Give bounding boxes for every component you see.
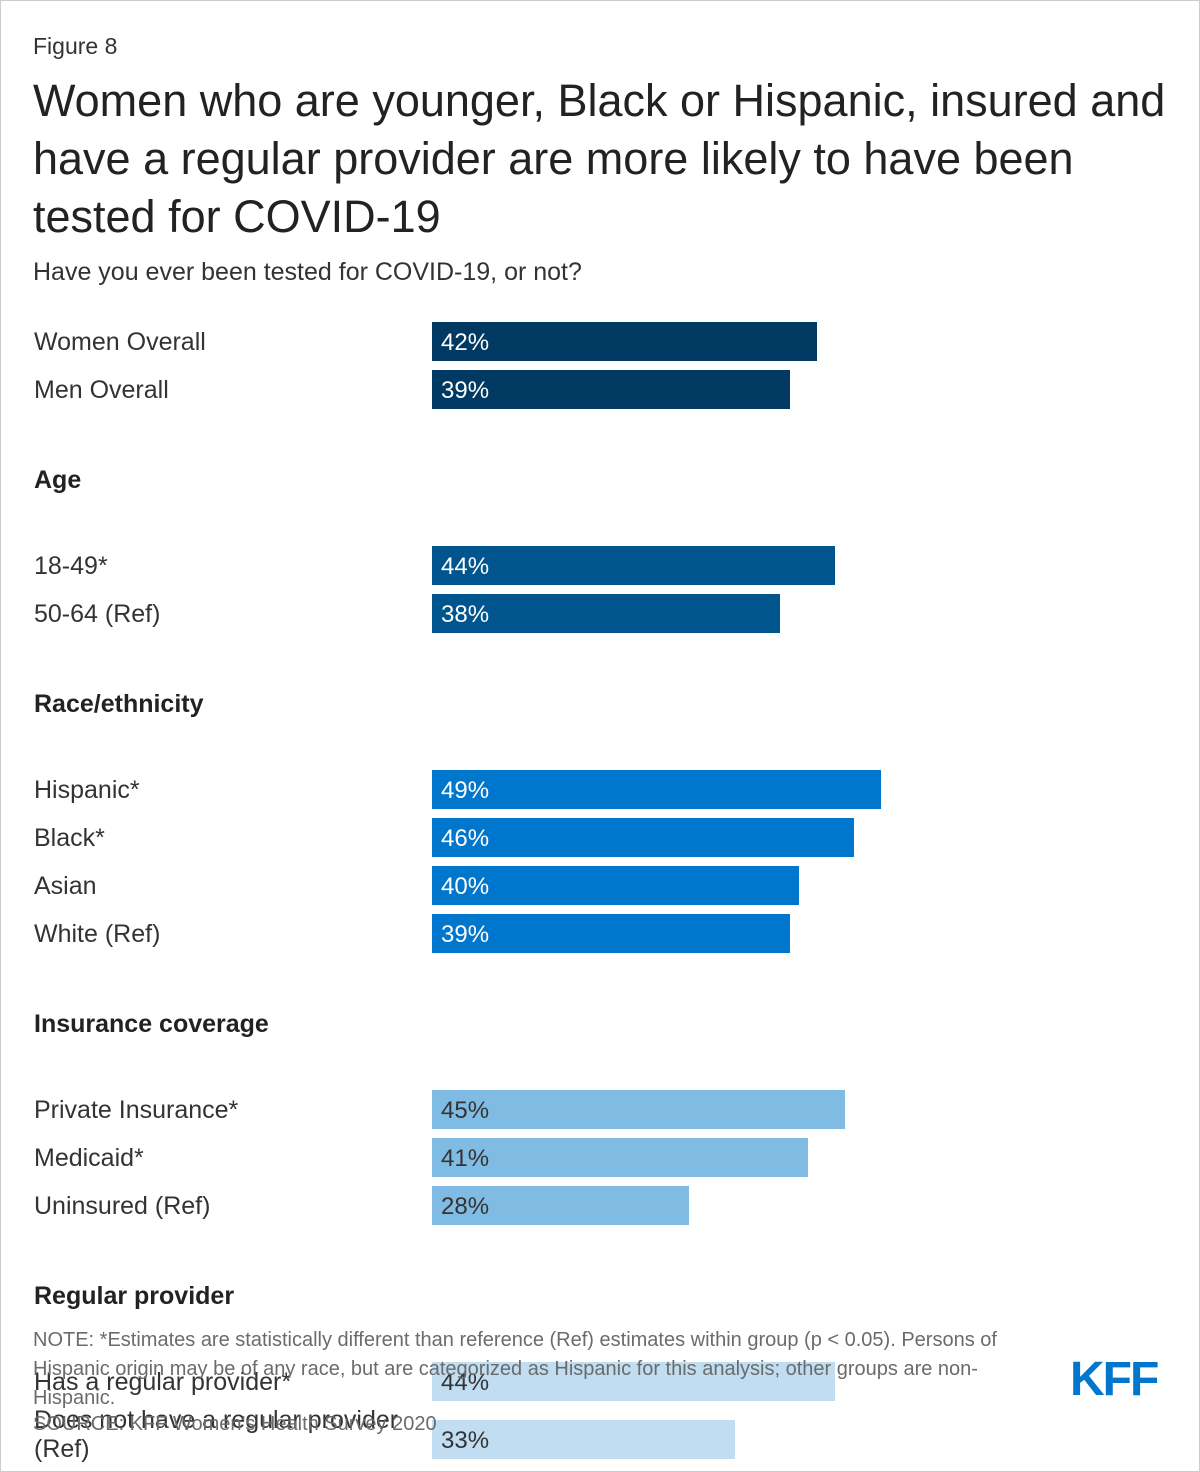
figure-label: Figure 8 — [33, 33, 118, 59]
bar-value-label: 38% — [441, 601, 490, 628]
chart-title: Women who are younger, Black or Hispanic… — [33, 75, 1166, 242]
bar-value-label: 39% — [441, 377, 490, 404]
bar-label: Medicaid* — [34, 1144, 144, 1172]
bar — [432, 1186, 689, 1225]
bar — [432, 370, 790, 409]
bar-value-label: 46% — [441, 825, 490, 852]
bar-value-label: 49% — [441, 777, 490, 804]
bar — [432, 1090, 845, 1129]
bar-label: Has a regular provider* — [34, 1368, 292, 1396]
bar — [432, 322, 817, 361]
bar — [432, 594, 780, 633]
bar-label: Asian — [34, 872, 97, 900]
bar-label: Women Overall — [34, 328, 206, 356]
bar-value-label: 33% — [441, 1427, 490, 1454]
bar — [432, 818, 854, 857]
chart-subtitle: Have you ever been tested for COVID-19, … — [33, 258, 582, 286]
bar-value-label: 41% — [441, 1145, 490, 1172]
group-heading-age: Age — [34, 466, 82, 494]
bar — [432, 770, 881, 809]
bar-label: White (Ref) — [34, 920, 161, 948]
bar — [432, 1362, 835, 1401]
bar-value-label: 44% — [441, 553, 490, 580]
bar-label: 18-49* — [34, 552, 108, 580]
kff-logo-text: KFF — [1070, 1358, 1158, 1398]
chart-source: SOURCE: KFF Women's Health Survey 2020 — [33, 1413, 437, 1435]
kff-logo: KFF — [1070, 1358, 1160, 1398]
bar-label: Hispanic* — [34, 776, 140, 804]
bar — [432, 546, 835, 585]
bar-value-label: 40% — [441, 873, 490, 900]
bar-value-label: 42% — [441, 329, 490, 356]
bar-label: Black* — [34, 824, 105, 852]
bar-value-label: 28% — [441, 1193, 490, 1220]
bar-value-label: 45% — [441, 1097, 490, 1124]
bar — [432, 1420, 735, 1459]
bar — [432, 914, 790, 953]
group-heading-insurance-coverage: Insurance coverage — [34, 1010, 269, 1038]
bar-value-label: 44% — [441, 1369, 490, 1396]
bar-label: Private Insurance* — [34, 1096, 239, 1124]
bar-label: Men Overall — [34, 376, 169, 404]
group-heading-regular-provider: Regular provider — [34, 1282, 235, 1310]
bar-label: Uninsured (Ref) — [34, 1192, 211, 1220]
bar-value-label: 39% — [441, 921, 490, 948]
bar-label: Does not have a regular provider (Ref) — [34, 1406, 399, 1463]
bar — [432, 866, 799, 905]
group-heading-race-ethnicity: Race/ethnicity — [34, 690, 204, 718]
bar — [432, 1138, 808, 1177]
chart-note: NOTE: *Estimates are statistically diffe… — [33, 1329, 997, 1409]
bar-label: 50-64 (Ref) — [34, 600, 161, 628]
